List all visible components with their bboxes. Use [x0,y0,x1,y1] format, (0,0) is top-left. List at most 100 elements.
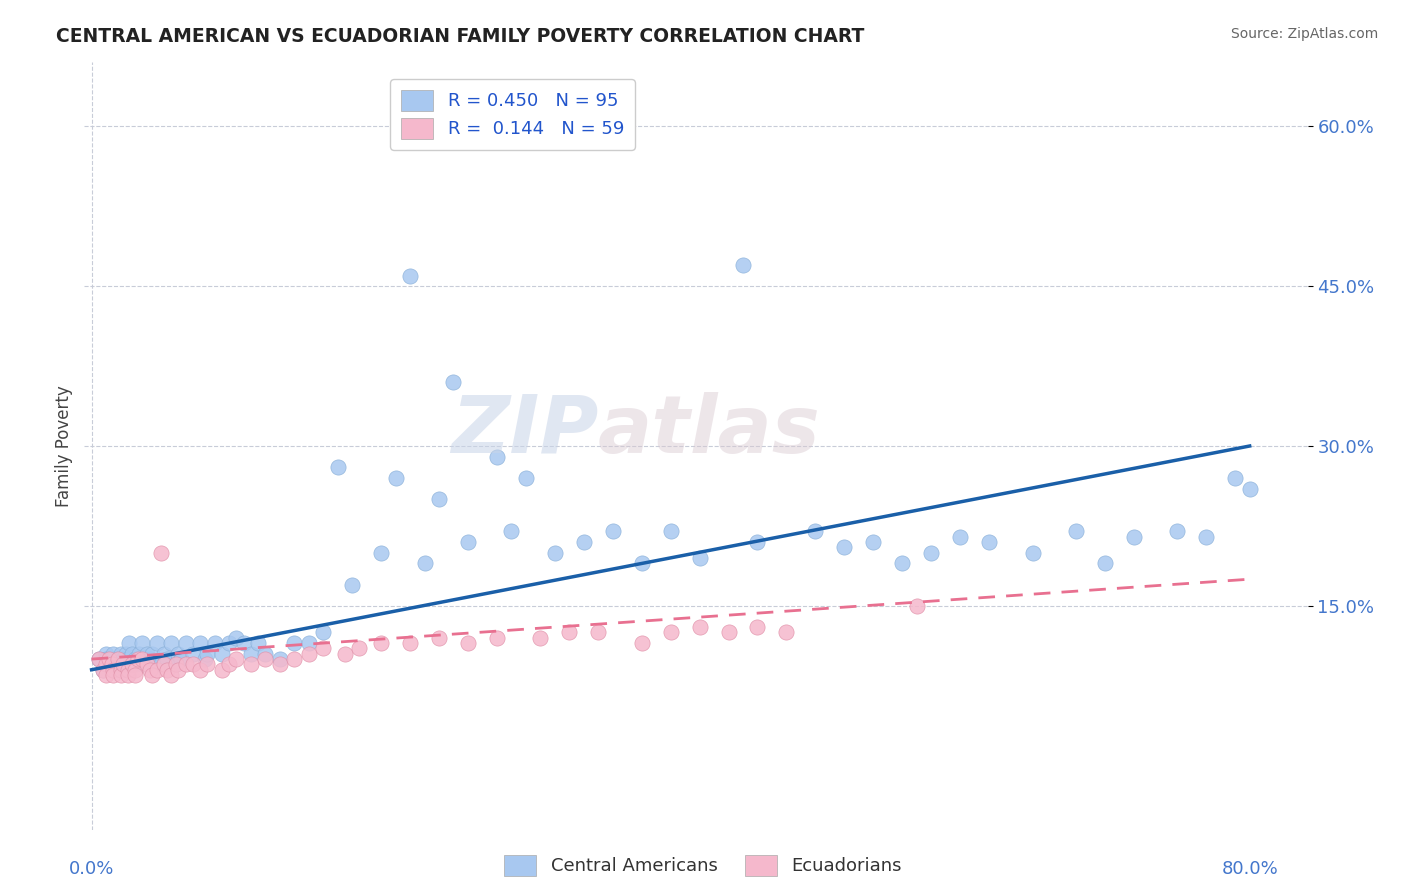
Point [103,663,125,677]
Point [427,631,450,645]
Point [239,657,262,672]
Point [602,524,624,539]
Point [131,652,153,666]
Point [399,636,422,650]
Point [138,652,160,666]
Point [731,258,754,272]
Point [457,636,479,650]
Point [427,492,450,507]
Point [150,545,173,559]
Text: Source: ZipAtlas.com: Source: ZipAtlas.com [1230,27,1378,41]
Point [110,647,132,661]
Point [501,524,523,539]
Point [312,641,335,656]
Point [156,663,179,677]
Point [107,652,129,666]
Point [254,647,277,661]
Point [717,625,740,640]
Point [218,636,240,650]
Point [160,668,183,682]
Point [370,545,392,559]
Point [141,647,163,661]
Point [87,652,110,666]
Point [117,652,139,666]
Point [117,668,139,682]
Point [689,620,711,634]
Point [112,652,135,666]
Point [254,652,277,666]
Point [110,663,132,677]
Legend: R = 0.450   N = 95, R =  0.144   N = 59: R = 0.450 N = 95, R = 0.144 N = 59 [389,79,636,150]
Point [107,652,129,666]
Point [128,647,150,661]
Point [298,647,321,661]
Point [977,535,1000,549]
Point [572,535,595,549]
Point [107,652,129,666]
Point [110,657,132,672]
Point [269,657,291,672]
Point [94,652,117,666]
Point [269,652,291,666]
Point [94,647,117,661]
Point [188,663,211,677]
Point [124,663,146,677]
Point [101,657,124,672]
Point [145,663,167,677]
Point [1225,471,1247,485]
Point [124,668,146,682]
Point [121,657,143,672]
Point [131,636,153,650]
Point [834,540,856,554]
Point [862,535,884,549]
Y-axis label: Family Poverty: Family Poverty [55,385,73,507]
Point [333,647,356,661]
Point [659,524,682,539]
Point [298,636,321,650]
Point [247,636,270,650]
Point [105,657,128,672]
Point [167,647,190,661]
Point [443,375,465,389]
Point [181,657,204,672]
Point [193,652,215,666]
Point [197,657,219,672]
Point [413,556,436,570]
Point [211,647,233,661]
Point [891,556,914,570]
Point [1122,530,1144,544]
Point [138,663,160,677]
Point [110,663,132,677]
Point [170,652,193,666]
Point [1195,530,1218,544]
Point [225,631,247,645]
Point [905,599,928,613]
Point [127,652,149,666]
Point [1064,524,1087,539]
Point [156,652,179,666]
Point [949,530,972,544]
Point [174,636,197,650]
Text: 0.0%: 0.0% [69,860,114,878]
Point [1166,524,1188,539]
Point [239,647,262,661]
Text: CENTRAL AMERICAN VS ECUADORIAN FAMILY POVERTY CORRELATION CHART: CENTRAL AMERICAN VS ECUADORIAN FAMILY PO… [56,27,865,45]
Point [110,652,132,666]
Point [197,647,219,661]
Point [370,636,392,650]
Point [747,620,769,634]
Point [485,631,508,645]
Point [225,652,247,666]
Point [117,657,139,672]
Point [1094,556,1116,570]
Point [181,647,204,661]
Point [1239,482,1261,496]
Point [399,268,422,283]
Point [1021,545,1043,559]
Point [112,657,135,672]
Point [165,657,187,672]
Point [103,652,125,666]
Point [283,636,305,650]
Point [91,663,114,677]
Point [689,550,711,565]
